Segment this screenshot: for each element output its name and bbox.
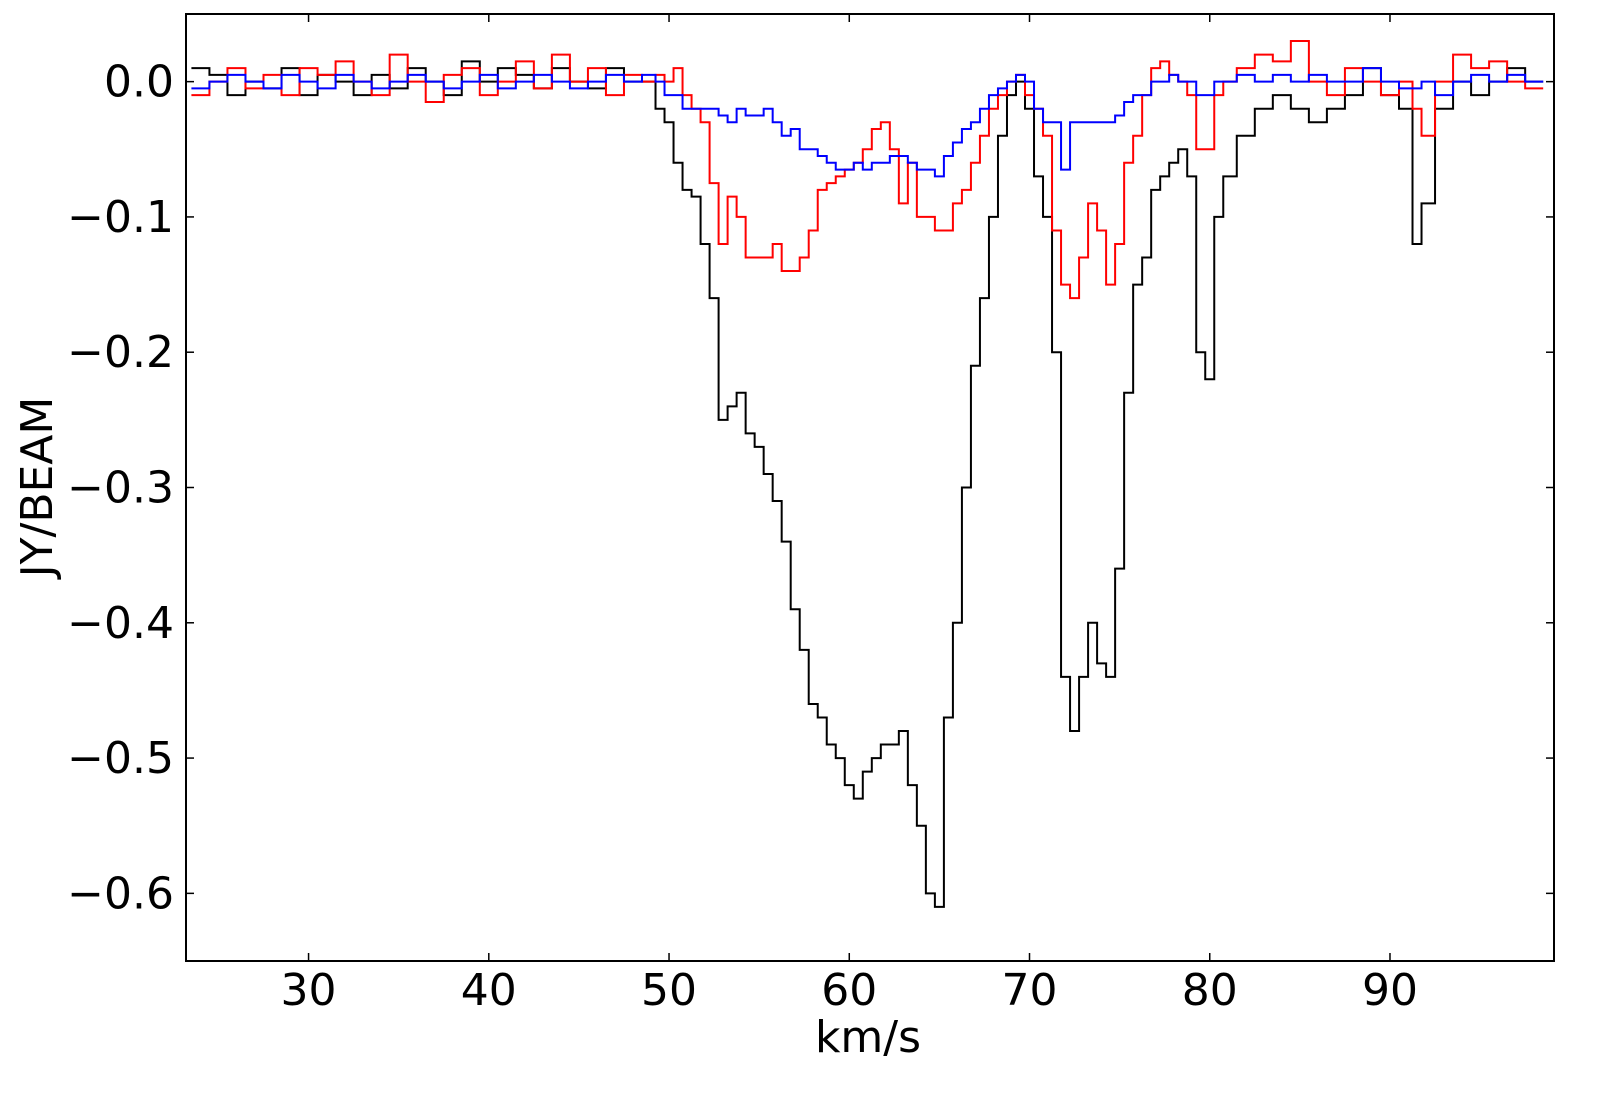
x-tick-label: 70 <box>1002 965 1058 1016</box>
x-tick-label: 80 <box>1182 965 1238 1016</box>
y-tick-label: −0.1 <box>67 192 174 243</box>
x-tick-label: 60 <box>821 965 877 1016</box>
x-tick-label: 90 <box>1362 965 1418 1016</box>
x-tick-label: 50 <box>641 965 697 1016</box>
x-axis-label: km/s <box>815 1012 921 1063</box>
series-line <box>191 67 1544 178</box>
y-tick-label: −0.3 <box>67 463 174 514</box>
series-line <box>191 40 1544 300</box>
y-tick-label: 0.0 <box>104 57 174 108</box>
y-tick-label: −0.5 <box>67 733 174 784</box>
x-tick-label: 30 <box>281 965 337 1016</box>
y-tick-label: −0.6 <box>67 868 174 919</box>
plot-frame <box>185 13 1555 962</box>
x-tick-label: 40 <box>461 965 517 1016</box>
y-tick-label: −0.4 <box>67 598 174 649</box>
y-tick-label: −0.2 <box>67 327 174 378</box>
series-line <box>191 60 1544 908</box>
y-axis-label: JY/BEAM <box>12 397 63 581</box>
